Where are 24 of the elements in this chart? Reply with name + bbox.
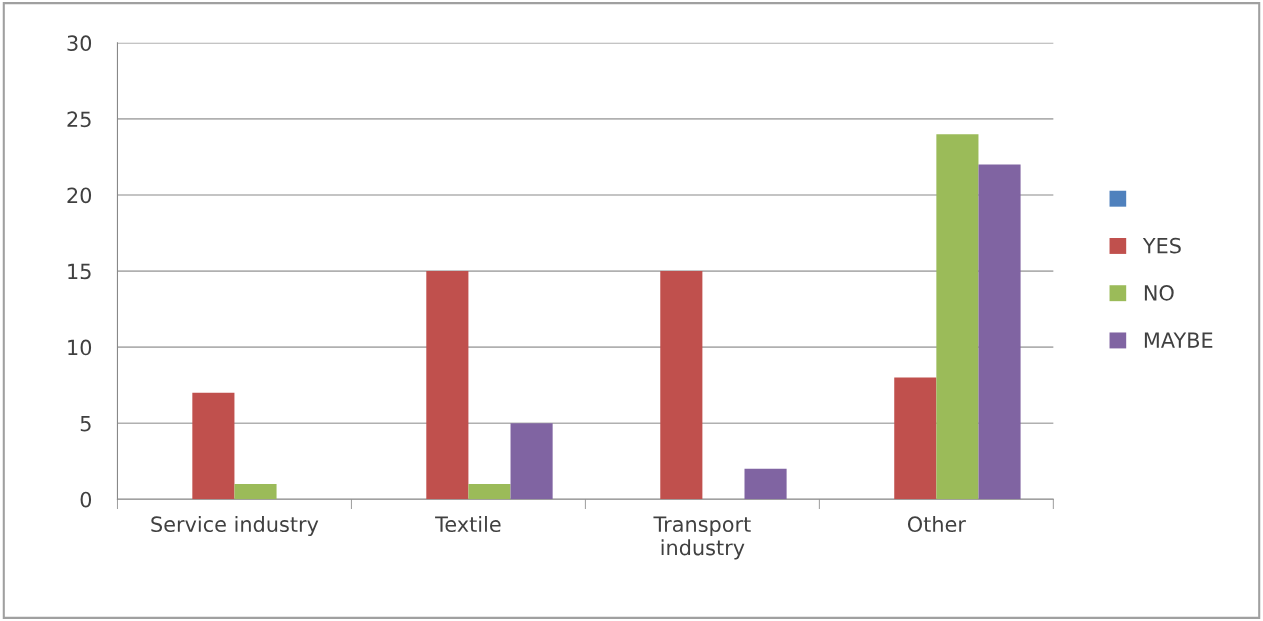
legend-label: YES [1142,237,1181,254]
bar [894,377,937,500]
x-tick-label: Service industry [151,515,319,537]
bar [426,271,469,500]
x-tick-label: Textile [435,515,501,533]
x-tick-label: Other [907,515,966,533]
y-tick-label: 20 [67,187,92,204]
bar [660,271,703,500]
y-tick-label: 0 [80,491,92,508]
legend-label: MAYBE [1144,332,1213,348]
y-tick-label: 10 [68,339,92,356]
bar [234,484,277,500]
y-tick-label: 15 [68,263,91,280]
bar [510,423,553,500]
y-tick-label: 25 [67,111,91,128]
x-tick-label: Transport industry [653,516,751,560]
y-tick-label: 30 [67,35,92,52]
y-tick-label: 5 [80,415,91,432]
bar [936,134,979,500]
bar [192,392,235,500]
bar [468,484,511,500]
bar [744,468,787,500]
bar [978,164,1021,500]
legend-label: NO [1144,284,1174,301]
